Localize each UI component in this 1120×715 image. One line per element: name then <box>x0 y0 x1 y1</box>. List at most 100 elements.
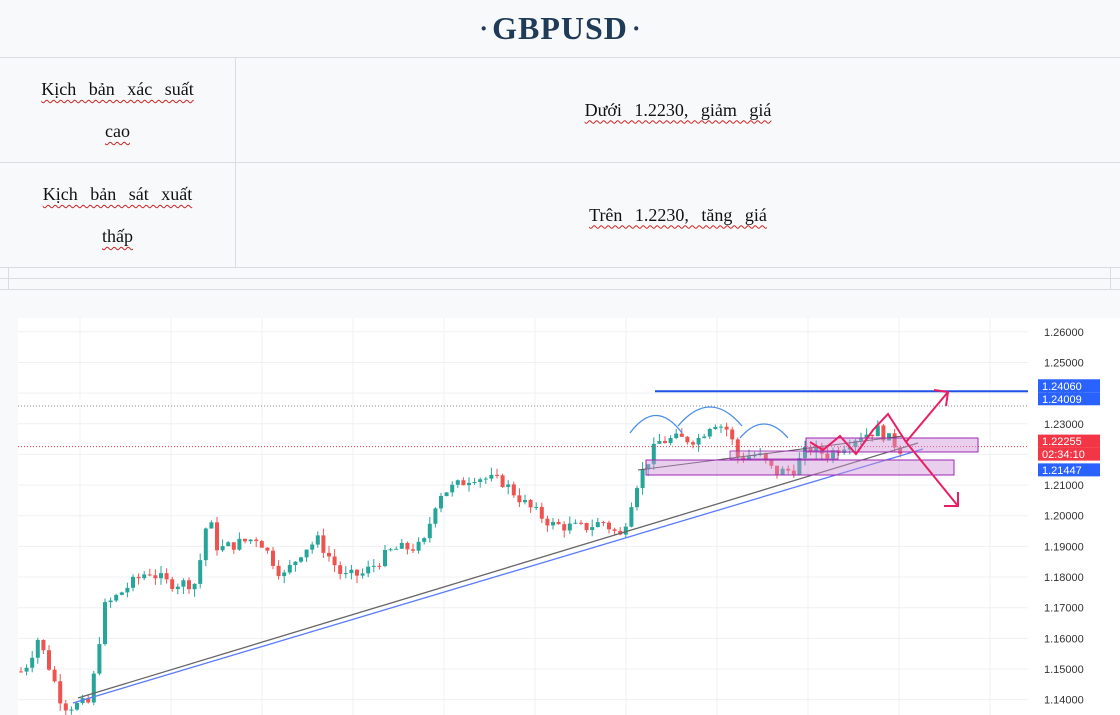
price-chart[interactable]: 1.260001.250001.240001.230001.220001.210… <box>18 318 1120 715</box>
candle-body <box>327 552 331 557</box>
candle-body <box>293 561 298 566</box>
candle-body <box>187 580 191 590</box>
candle-body <box>231 542 236 550</box>
candle-body <box>579 522 583 524</box>
title-dot-left: · <box>479 13 489 43</box>
candle-body <box>259 541 264 548</box>
candle-body <box>276 565 281 577</box>
candle-body <box>887 433 891 441</box>
candle-body <box>271 550 275 566</box>
candle-body <box>19 671 23 673</box>
candle-body <box>528 500 533 508</box>
candle-body <box>131 576 135 588</box>
y-tick-label: 1.23000 <box>1044 419 1084 431</box>
candle-body <box>209 522 214 529</box>
candle-body <box>573 522 578 524</box>
supply-zone <box>805 437 979 453</box>
table-divider <box>8 268 9 289</box>
y-tick-label: 1.17000 <box>1044 603 1084 615</box>
candle-body <box>702 436 707 438</box>
candle-body <box>24 667 29 672</box>
candle-body <box>769 460 774 466</box>
candle-body <box>786 468 791 471</box>
scenario-row-low: Kịch bản sát xuất thấp Trên 1.2230, tăng… <box>0 163 1120 268</box>
candle-body <box>545 518 550 526</box>
y-tick-label: 1.19000 <box>1044 541 1084 553</box>
page-title: GBPUSD <box>492 10 628 46</box>
candle-body <box>86 698 91 703</box>
candle-body <box>63 703 68 711</box>
bullish-arrow-line <box>905 391 949 443</box>
candle-body <box>663 441 667 444</box>
y-tick-label: 1.18000 <box>1044 572 1084 584</box>
y-tick-label: 1.25000 <box>1044 357 1084 369</box>
candle-body <box>623 526 628 535</box>
candle-body <box>69 709 74 711</box>
candle-body <box>422 538 427 542</box>
price-label-box <box>1038 447 1100 461</box>
candle-body <box>803 446 807 459</box>
candle-body <box>780 468 785 476</box>
candle-body <box>735 439 740 458</box>
shoulder-arc-right <box>739 423 789 439</box>
price-label-text: 1.24009 <box>1042 394 1082 406</box>
candle-body <box>590 527 595 531</box>
candle-body <box>47 650 51 670</box>
scenario-label-cell: Kịch bản xác suất cao <box>0 58 236 162</box>
candle-body <box>237 538 242 550</box>
candle-body <box>220 546 225 551</box>
candle-body <box>635 488 639 508</box>
candle-body <box>427 523 432 539</box>
page-header: · GBPUSD · <box>0 0 1120 58</box>
candle-body <box>691 442 695 445</box>
candle-body <box>551 521 555 526</box>
scenario-text-cell: Trên 1.2230, tăng giá <box>236 163 1120 267</box>
candle-body <box>853 440 858 448</box>
price-label-box <box>1038 463 1100 477</box>
candle-body <box>467 482 471 486</box>
candle-body <box>321 535 326 553</box>
candle-body <box>679 433 684 437</box>
candle-body <box>243 538 247 542</box>
price-label-box <box>1038 392 1100 406</box>
candle-body <box>170 579 175 590</box>
candle-body <box>539 506 544 519</box>
candle-body <box>831 450 835 459</box>
price-path-arrow <box>809 412 907 456</box>
candle-body <box>523 500 527 503</box>
candle-body <box>433 508 438 524</box>
candle-body <box>142 574 147 579</box>
candle-body <box>898 447 903 454</box>
candle-body <box>730 429 735 440</box>
candle-body <box>377 565 382 567</box>
price-label-text: 02:34:10 <box>1042 449 1085 461</box>
candle-body <box>332 556 337 566</box>
candle-body <box>825 453 830 459</box>
scenario-text: Trên 1.2230, tăng giá <box>589 204 767 225</box>
candle-body <box>405 542 410 550</box>
y-tick-label: 1.16000 <box>1044 633 1084 645</box>
chart-canvas[interactable]: 1.260001.250001.240001.230001.220001.210… <box>18 318 1120 715</box>
candle-body <box>360 573 365 576</box>
candle-body <box>153 575 158 579</box>
candle-body <box>618 530 623 535</box>
candle-body <box>870 434 875 437</box>
candle-body <box>562 524 567 531</box>
candle-body <box>567 523 572 531</box>
candle-body <box>30 657 35 668</box>
candle-body <box>282 572 287 577</box>
candle-body <box>612 529 617 531</box>
candle-body <box>595 522 600 528</box>
candle-body <box>399 542 404 549</box>
candle-body <box>763 453 768 461</box>
neckline <box>637 435 904 471</box>
y-tick-label: 1.15000 <box>1044 664 1084 676</box>
candle-body <box>35 639 40 658</box>
candle-body <box>52 669 57 682</box>
candle-body <box>287 565 292 573</box>
candle-body <box>388 549 393 551</box>
candle-body <box>892 433 897 448</box>
candle-body <box>299 557 303 562</box>
bearish-arrow-line <box>905 441 959 507</box>
candle-body <box>114 594 119 601</box>
